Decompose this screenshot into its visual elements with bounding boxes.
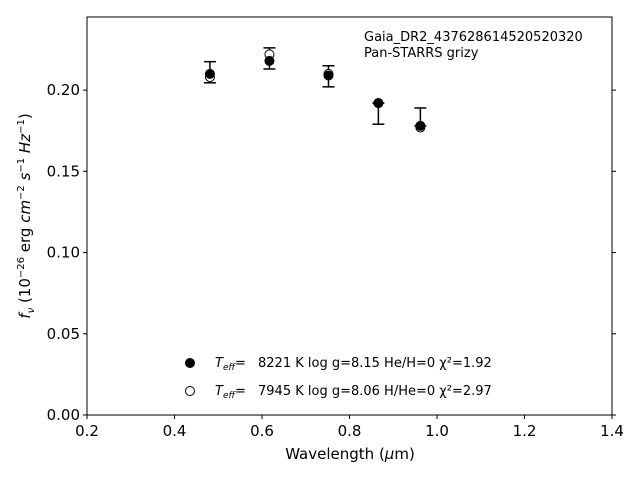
legend-teff-prefix-1: Teff= [215,356,246,373]
y-tick-label: 0.20 [47,81,80,99]
filled-marker [373,98,384,109]
filled-marker [204,68,215,79]
y-tick-label: 0.15 [47,162,80,180]
legend-entry-1: 8221 K log g=8.15 He/H=0 χ²=1.92 [258,356,492,371]
filled-marker [415,120,426,131]
x-tick-label: 0.2 [75,422,99,440]
x-axis-label: Wavelength (μm) [285,445,415,463]
data-markers [204,49,426,133]
legend-marker-open [185,386,195,396]
x-tick-label: 1.2 [513,422,537,440]
filled-marker [264,55,275,66]
x-tick-label: 1.4 [600,422,624,440]
filled-marker [323,70,334,81]
x-axis: 0.2 0.4 0.6 0.8 1.0 1.2 1.4 [75,415,624,440]
y-tick-label: 0.00 [47,406,80,424]
y-tick-label: 0.05 [47,325,80,343]
legend-entry-2: 7945 K log g=8.06 H/He=0 χ²=2.97 [258,384,492,399]
annotation-source-id: Gaia_DR2_437628614520520320 [364,30,583,45]
x-tick-label: 1.0 [425,422,449,440]
y-tick-label: 0.10 [47,244,80,262]
legend: Teff= 8221 K log g=8.15 He/H=0 χ²=1.92 T… [185,356,492,401]
legend-marker-filled [185,358,195,368]
x-tick-label: 0.8 [338,422,362,440]
x-tick-label: 0.4 [163,422,187,440]
legend-teff-prefix-2: Teff= [215,384,246,401]
y-axis: 0.00 0.05 0.10 0.15 0.20 [47,81,616,424]
x-tick-label: 0.6 [250,422,274,440]
y-axis-label: fν (10−26 erg cm−2 s−1 Hz−1) [16,113,37,318]
annotation-survey: Pan-STARRS grizy [364,46,479,61]
